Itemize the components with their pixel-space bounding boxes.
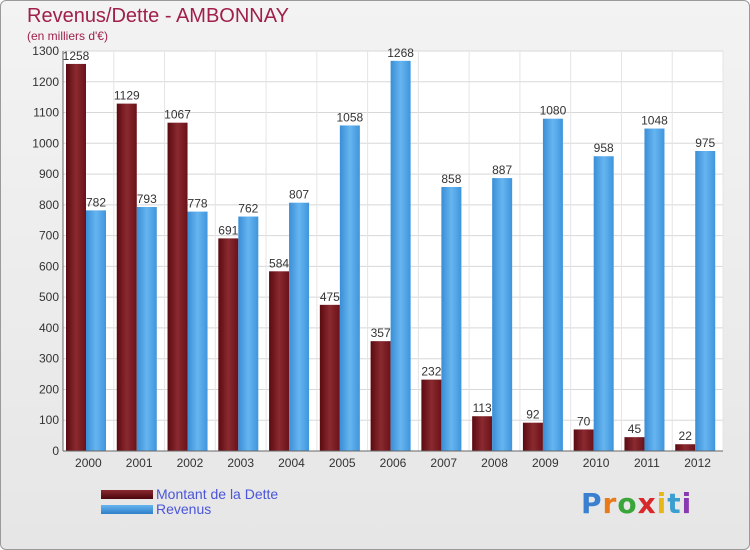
bar-debt (573, 429, 594, 451)
data-label-revenue: 782 (86, 195, 106, 209)
data-label-debt: 22 (679, 429, 693, 443)
bar-debt (116, 103, 137, 451)
y-tick-label: 1100 (33, 106, 59, 120)
chart-subtitle: (en milliers d'€) (27, 29, 108, 43)
x-tick-label: 2004 (278, 456, 305, 470)
y-tick-label: 800 (39, 198, 59, 212)
bar-debt (675, 444, 696, 451)
bar-revenue (441, 187, 462, 451)
bar-debt (218, 238, 239, 451)
data-label-revenue: 1048 (641, 114, 668, 128)
data-label-revenue: 778 (188, 197, 208, 211)
data-label-debt: 1258 (63, 49, 90, 63)
bar-debt (66, 63, 86, 452)
legend-swatch-revenue (101, 505, 153, 514)
bar-debt (167, 122, 188, 451)
x-tick-label: 2009 (532, 456, 559, 470)
bar-revenue (492, 178, 513, 452)
y-tick-label: 600 (39, 259, 59, 273)
y-tick-label: 0 (52, 444, 59, 458)
bar-revenue (542, 118, 563, 451)
bar-debt (370, 341, 391, 451)
x-tick-label: 2003 (227, 456, 254, 470)
y-tick-label: 500 (39, 290, 59, 304)
x-tick-label: 2012 (684, 456, 711, 470)
data-label-debt: 691 (218, 223, 238, 237)
data-label-debt: 113 (473, 401, 492, 415)
bar-revenue (644, 128, 665, 451)
legend-swatch-debt (101, 490, 153, 499)
x-tick-label: 2008 (481, 456, 508, 470)
x-tick-label: 2010 (583, 456, 610, 470)
x-tick-label: 2007 (430, 456, 457, 470)
bar-debt (472, 416, 493, 451)
bar-debt (522, 422, 543, 451)
x-tick-label: 2002 (177, 456, 204, 470)
data-label-revenue: 793 (137, 192, 157, 206)
data-label-revenue: 975 (695, 136, 715, 150)
data-label-debt: 232 (421, 365, 441, 379)
bar-revenue (593, 156, 614, 451)
data-label-debt: 45 (628, 422, 642, 436)
data-label-debt: 70 (577, 414, 591, 428)
data-label-revenue: 1080 (540, 104, 567, 118)
x-tick-label: 2006 (380, 456, 407, 470)
y-tick-label: 1000 (32, 136, 59, 150)
data-label-revenue: 858 (441, 172, 461, 186)
bar-revenue (136, 207, 157, 451)
y-tick-label: 300 (39, 352, 59, 366)
legend-label-debt: Montant de la Dette (156, 486, 279, 502)
data-label-revenue: 1268 (387, 46, 414, 60)
y-tick-label: 1300 (32, 44, 59, 58)
bar-revenue (187, 211, 208, 451)
legend-label-revenue: Revenus (156, 501, 212, 517)
bar-debt (269, 271, 290, 451)
bar-debt (421, 379, 442, 451)
data-label-revenue: 958 (594, 141, 614, 155)
bar-revenue (86, 210, 106, 451)
y-tick-label: 200 (39, 382, 59, 396)
data-label-revenue: 807 (289, 188, 309, 202)
proxiti-logo: Proxiti (581, 487, 693, 520)
x-tick-label: 2011 (634, 456, 660, 470)
data-label-debt: 1067 (164, 108, 191, 122)
y-tick-label: 900 (39, 167, 59, 181)
bar-debt (624, 437, 645, 451)
data-label-debt: 475 (320, 290, 340, 304)
y-tick-label: 700 (39, 229, 59, 243)
data-label-revenue: 762 (238, 202, 258, 216)
bar-revenue (390, 60, 411, 451)
data-label-revenue: 1058 (336, 110, 363, 124)
data-label-debt: 1129 (114, 89, 140, 103)
y-tick-label: 1200 (32, 75, 59, 89)
bar-revenue (339, 125, 360, 451)
data-label-debt: 92 (526, 408, 540, 422)
bar-revenue (289, 202, 310, 451)
data-label-debt: 584 (269, 256, 289, 270)
y-tick-label: 400 (39, 321, 59, 335)
x-tick-label: 2005 (329, 456, 356, 470)
x-tick-label: 2000 (75, 456, 102, 470)
bar-revenue (695, 151, 716, 451)
data-label-revenue: 887 (492, 163, 512, 177)
y-tick-label: 100 (39, 413, 59, 427)
bar-revenue (238, 216, 259, 451)
chart-title: Revenus/Dette - AMBONNAY (27, 5, 289, 27)
data-label-debt: 357 (371, 326, 391, 340)
x-tick-label: 2001 (126, 456, 153, 470)
bar-debt (319, 304, 340, 451)
